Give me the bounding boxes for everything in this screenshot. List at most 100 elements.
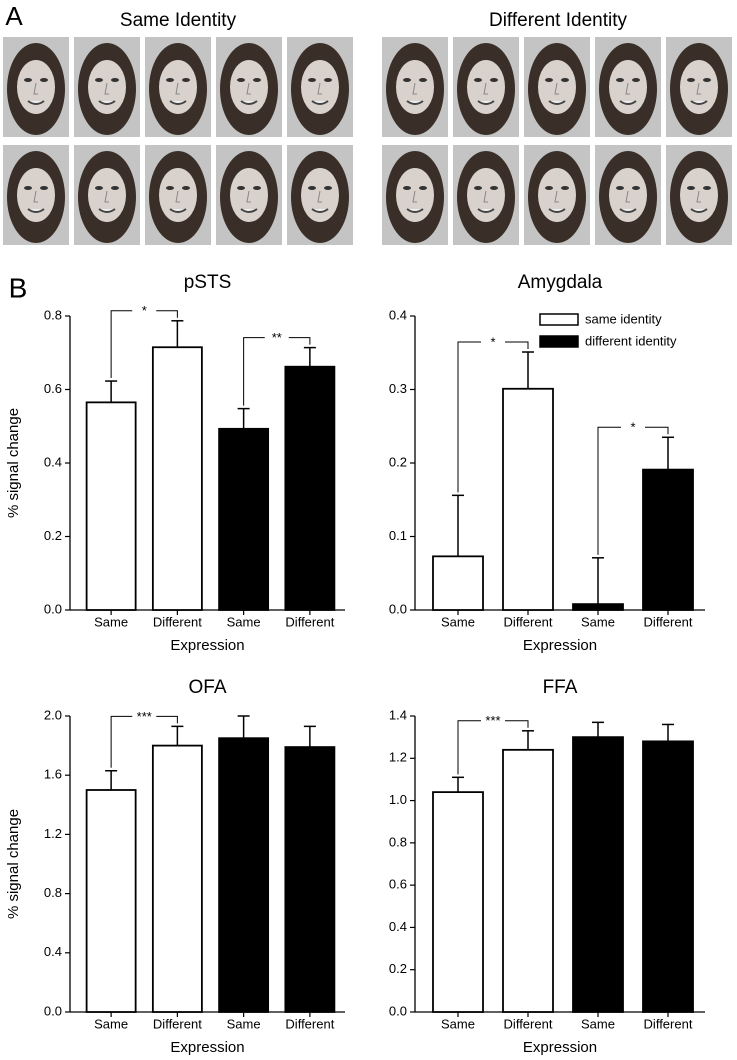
face-photo [666, 37, 732, 137]
bar-chart: pSTS 0.0 0.2 0.4 0.6 0.8 Same Different Same Diff… [5, 272, 345, 654]
significance-gap [481, 339, 505, 346]
y-tick-label: 0.0 [389, 1003, 407, 1018]
face-photo [3, 145, 69, 245]
x-tick-label: Same [581, 1016, 615, 1031]
legend-swatch [539, 313, 579, 326]
x-tick-label: Different [644, 1016, 693, 1031]
significance-gap [264, 334, 289, 341]
panel-title: Same Identity [120, 10, 237, 31]
significance-label: *** [485, 713, 500, 728]
bar [572, 603, 624, 611]
significance-label: * [490, 334, 495, 349]
y-tick-label: 0.0 [44, 601, 62, 616]
panel-label: A [5, 1, 23, 31]
significance-gap [132, 713, 157, 720]
x-axis-label: Expression [523, 1039, 597, 1056]
face-photo [595, 145, 661, 245]
bar [502, 748, 554, 1013]
face-photo [216, 145, 282, 245]
y-tick-label: 1.2 [389, 750, 407, 765]
y-tick-label: 0.1 [389, 528, 407, 543]
significance-gap [621, 424, 645, 431]
y-tick-label: 1.6 [44, 767, 62, 782]
y-tick-label: 0.3 [389, 381, 407, 396]
panel-title: Different Identity [489, 10, 628, 31]
bar [502, 387, 554, 611]
legend-label: different identity [585, 333, 677, 348]
bar [85, 789, 137, 1013]
x-axis-label: Expression [170, 637, 244, 654]
y-tick-label: 1.4 [389, 707, 407, 722]
y-tick-label: 0.2 [389, 454, 407, 469]
face-photo [595, 37, 661, 137]
y-tick-label: 0.0 [389, 601, 407, 616]
y-tick-label: 0.4 [44, 944, 62, 959]
bar [572, 736, 624, 1013]
face-photo [382, 145, 448, 245]
bar [218, 737, 270, 1013]
x-tick-label: Different [285, 614, 334, 629]
face-photo [287, 37, 353, 137]
x-axis-label: Expression [523, 637, 597, 654]
face-photo [287, 145, 353, 245]
x-tick-label: Different [285, 1016, 334, 1031]
y-tick-label: 0.2 [44, 528, 62, 543]
bar [642, 468, 694, 611]
bar [284, 746, 336, 1013]
significance-label: * [630, 420, 635, 435]
y-tick-label: 0.4 [389, 307, 407, 322]
bar [432, 791, 484, 1013]
x-tick-label: Same [94, 614, 128, 629]
face-photo [453, 145, 519, 245]
face-photo [524, 145, 590, 245]
bar [642, 740, 694, 1013]
bar-chart: FFA 0.0 0.2 0.4 0.6 0.8 1.0 1.2 1.4 Same Different… [389, 677, 705, 1056]
panel-label: B [9, 272, 28, 303]
x-tick-label: Different [153, 1016, 202, 1031]
bar-chart: Amygdala 0.0 0.1 0.2 0.3 0.4 Same Different Same… [389, 272, 705, 654]
bar [85, 401, 137, 611]
x-tick-label: Same [227, 1016, 261, 1031]
y-axis-label: % signal change [5, 408, 22, 518]
x-tick-label: Same [94, 1016, 128, 1031]
bar [218, 427, 270, 611]
face-photo [453, 37, 519, 137]
x-axis-label: Expression [170, 1039, 244, 1056]
x-tick-label: Different [504, 614, 553, 629]
x-tick-label: Different [153, 614, 202, 629]
bar-chart: OFA 0.0 0.4 0.8 1.2 1.6 2.0 Same Different Same Di… [5, 677, 345, 1056]
y-tick-label: 0.8 [389, 834, 407, 849]
significance-gap [481, 717, 505, 724]
face-grid [3, 37, 732, 245]
face-photo [145, 37, 211, 137]
face-photo [666, 145, 732, 245]
face-photo [74, 37, 140, 137]
bar [432, 555, 484, 611]
face-photo [524, 37, 590, 137]
significance-label: *** [137, 709, 152, 724]
y-tick-label: 0.8 [44, 885, 62, 900]
bar [284, 365, 336, 611]
x-tick-label: Same [581, 614, 615, 629]
x-tick-label: Same [441, 614, 475, 629]
x-tick-label: Different [504, 1016, 553, 1031]
face-photo [74, 145, 140, 245]
x-tick-label: Same [227, 614, 261, 629]
y-axis-label: % signal change [5, 809, 22, 919]
y-tick-label: 0.4 [389, 919, 407, 934]
y-tick-label: 0.4 [44, 454, 62, 469]
y-tick-label: 2.0 [44, 707, 62, 722]
significance-label: ** [272, 330, 282, 345]
face-photo [382, 37, 448, 137]
y-tick-label: 0.2 [389, 961, 407, 976]
face-photo [216, 37, 282, 137]
y-tick-label: 1.0 [389, 792, 407, 807]
significance-label: * [142, 303, 147, 318]
bar [151, 346, 203, 611]
bar [151, 744, 203, 1013]
legend-label: same identity [585, 311, 662, 326]
chart-title: Amygdala [518, 272, 603, 293]
x-tick-label: Different [644, 614, 693, 629]
